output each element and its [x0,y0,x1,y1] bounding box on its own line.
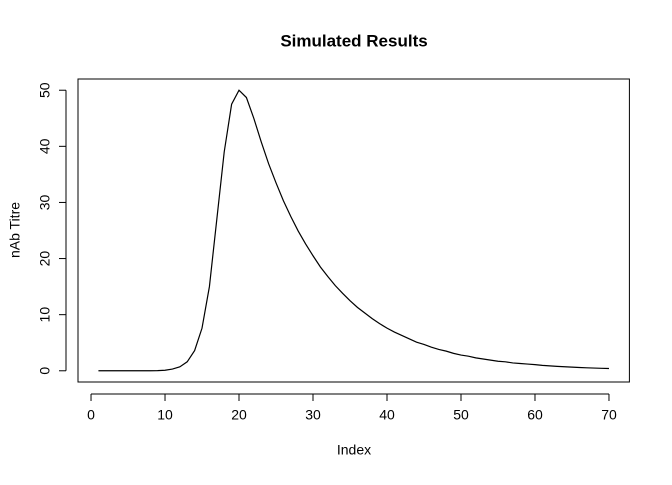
x-tick-label: 0 [87,407,95,423]
x-tick-label: 50 [453,407,469,423]
chart-title: Simulated Results [280,31,427,50]
y-tick-label: 20 [37,251,53,267]
line [98,89,609,372]
x-tick-label: 10 [157,407,173,423]
y-tick-label: 30 [37,194,53,210]
y-tick-label: 0 [37,367,53,375]
x-axis-label: Index [337,442,371,458]
x-tick-label: 30 [305,407,321,423]
y-tick-label: 50 [37,82,53,98]
x-tick-label: 20 [231,407,247,423]
y-axis-label: nAb Titre [7,202,23,258]
plot-box [77,78,630,383]
x-tick-label: 70 [601,407,617,423]
x-tick-label: 60 [527,407,543,423]
x-tick-label: 40 [379,407,395,423]
y-tick-label: 40 [37,138,53,154]
y-tick-label: 10 [37,307,53,323]
